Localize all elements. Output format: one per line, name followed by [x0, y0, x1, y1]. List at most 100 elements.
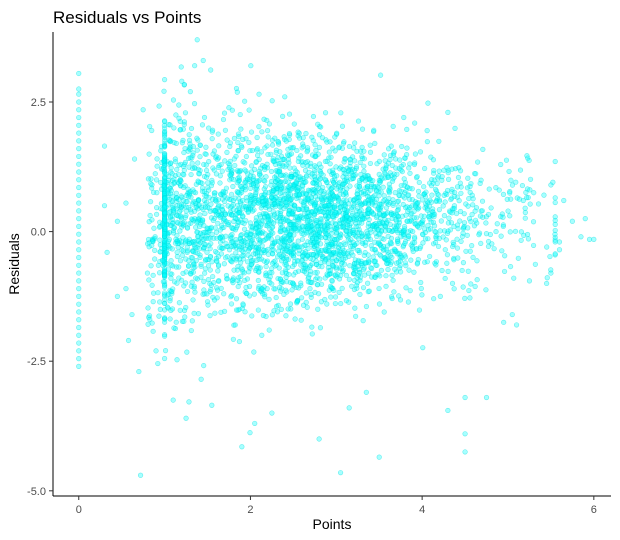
data-point [357, 291, 363, 298]
data-point [243, 218, 249, 224]
data-point [250, 176, 256, 182]
data-point [465, 175, 471, 181]
data-point [291, 121, 297, 127]
data-point [145, 241, 151, 247]
data-point [242, 98, 248, 104]
data-point [412, 120, 418, 126]
data-point [275, 154, 281, 161]
data-point [462, 431, 468, 437]
data-point [382, 197, 388, 203]
data-point [171, 225, 177, 231]
data-point [552, 195, 558, 201]
data-point [372, 140, 378, 147]
y-tick-label: 0.0 [31, 227, 46, 239]
data-point [212, 208, 218, 214]
data-point [175, 244, 181, 250]
data-point [322, 177, 328, 183]
data-point [351, 198, 357, 204]
data-point [189, 160, 195, 166]
data-point [456, 165, 462, 171]
data-point [271, 213, 277, 219]
data-point [429, 192, 435, 198]
data-point [242, 309, 248, 315]
data-point [518, 237, 524, 243]
data-point [292, 316, 298, 322]
data-point [254, 186, 260, 192]
data-point [348, 243, 354, 250]
data-point [260, 312, 266, 319]
data-point [170, 286, 176, 292]
data-point [449, 210, 455, 216]
data-point [201, 287, 207, 293]
data-point [199, 217, 206, 223]
data-point [338, 300, 344, 307]
data-point [209, 129, 215, 135]
data-point [192, 289, 198, 295]
data-point [76, 317, 82, 323]
data-point [351, 145, 357, 151]
y-tick-label: -5.0 [27, 486, 46, 498]
data-point [247, 192, 253, 198]
data-point [238, 126, 244, 132]
data-point [183, 269, 189, 275]
data-point [359, 155, 365, 162]
data-point [421, 226, 428, 232]
data-point [463, 248, 469, 254]
data-point [337, 470, 344, 476]
data-point [227, 165, 233, 171]
data-point [174, 249, 180, 256]
data-point [263, 263, 269, 270]
data-point [445, 170, 451, 176]
data-point [205, 235, 211, 241]
data-point [222, 211, 229, 217]
data-point [194, 37, 200, 43]
data-point [259, 332, 265, 338]
data-point [273, 303, 280, 310]
data-point [457, 218, 463, 224]
data-point [154, 163, 160, 169]
data-point [409, 243, 416, 250]
data-point [266, 198, 272, 204]
data-point [176, 115, 182, 121]
data-point [228, 239, 235, 245]
data-point [125, 337, 132, 344]
data-point [389, 272, 395, 278]
data-point [331, 193, 337, 199]
data-point [76, 247, 82, 253]
data-point [211, 148, 217, 154]
data-point [157, 249, 163, 255]
data-point [166, 229, 172, 236]
data-point [155, 262, 161, 268]
data-point [263, 313, 269, 320]
data-point [305, 195, 311, 201]
data-point [353, 282, 360, 288]
data-point [369, 265, 375, 272]
data-point [157, 306, 163, 312]
data-point [170, 193, 176, 199]
data-point [314, 224, 320, 230]
data-point [293, 179, 299, 185]
data-point [390, 202, 396, 208]
data-point [295, 238, 301, 244]
data-point [76, 70, 82, 77]
data-point [468, 180, 474, 187]
data-point [355, 247, 361, 253]
data-point [347, 217, 353, 223]
data-point [219, 206, 225, 213]
data-point [414, 174, 420, 180]
data-point [303, 174, 309, 180]
data-point [232, 162, 238, 169]
data-point [360, 318, 366, 324]
data-point [265, 217, 271, 223]
data-point [445, 407, 451, 414]
data-point [317, 176, 323, 182]
data-point [328, 198, 334, 204]
data-point [343, 190, 349, 196]
data-point [556, 239, 563, 245]
data-point [233, 307, 240, 313]
data-point [314, 184, 320, 190]
data-point [460, 260, 467, 266]
data-point [149, 127, 155, 134]
data-point [544, 244, 550, 250]
data-point [114, 218, 120, 224]
